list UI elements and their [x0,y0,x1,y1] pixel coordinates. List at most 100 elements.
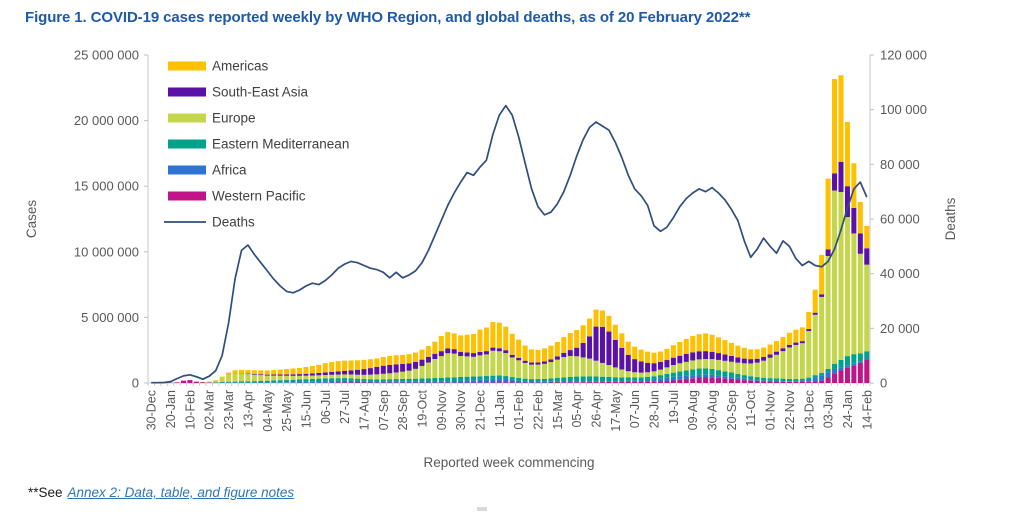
bar-segment [419,349,425,360]
bar-segment [819,375,825,381]
bar-segment [819,296,825,374]
x-tick-label: 28-Jun [648,390,662,428]
bar-segment [296,374,303,376]
bar-segment [561,381,567,383]
bar-segment [374,366,380,375]
bar-segment [458,355,464,377]
bar-segment [535,364,541,380]
bar-segment [348,360,354,371]
bar-segment [535,349,541,363]
bar-segment [561,352,567,358]
scrollbar-thumb[interactable] [477,507,487,511]
bar-segment [419,365,425,379]
bar-segment [645,362,651,373]
bar-segment [812,377,818,382]
bar-segment [380,379,386,382]
bar-segment [690,369,696,376]
footnote: **See Annex 2: Data, table, and figure no… [28,485,294,500]
x-tick-label: 05-Apr [570,390,584,428]
bar-segment [703,333,709,352]
bar-segment [857,361,863,363]
bar-segment [567,376,573,382]
bar-segment [522,360,528,363]
x-tick-label: 01-Nov [764,389,778,430]
bar-segment [445,353,451,378]
bar-segment [715,359,722,371]
x-tick-label: 22-Nov [783,389,797,430]
bar-segment [677,371,683,377]
bar-segment [774,341,780,352]
bar-segment [432,353,438,359]
bar-segment [548,378,554,382]
bar-segment [322,374,328,379]
bar-segment [690,375,696,379]
bar-segment [367,368,373,375]
bar-segment [793,381,799,383]
bar-segment [490,321,496,348]
legend-swatch [168,87,206,97]
bar-segment [348,380,354,383]
bar-segment [593,309,599,327]
bar-segment [696,359,702,369]
bar-segment [728,378,734,383]
bar-segment [367,359,373,369]
bar-segment [516,378,522,381]
bar-segment [425,346,431,357]
x-tick-label: 09-Nov [435,389,449,430]
bar-segment [329,362,335,372]
bar-segment [309,366,315,374]
bar-segment [786,344,792,348]
y-tick-label: 100 000 [880,102,927,117]
bar-segment [722,360,728,372]
legend-label: Europe [212,111,256,126]
bar-segment [200,382,206,383]
bar-segment [490,382,496,383]
bar-segment [406,354,412,364]
bar-segment [838,359,844,368]
bar-segment [864,358,870,360]
bar-segment [213,382,219,383]
bar-segment [587,318,593,337]
bar-segment [354,380,361,383]
bar-segment [425,356,431,363]
x-tick-label: 25-May [280,389,294,431]
bar-segment [477,355,483,377]
bar-segment [464,352,470,357]
bar-segment [857,353,863,362]
bar-segment [284,369,290,375]
bar-segment [354,378,361,381]
annex-link[interactable]: Annex 2: Data, table, and figure notes [67,485,295,500]
bar-segment [625,380,631,382]
x-tick-label: 15-Jun [299,390,313,428]
bar-segment [587,381,593,383]
bar-segment [593,376,599,382]
bar-segment [335,378,341,381]
legend-label: Deaths [212,215,255,230]
bar-segment [690,335,696,353]
bar-segment [670,376,676,381]
x-tick-label: 03-Jan [822,390,836,428]
bar-segment [761,357,767,361]
bar-segment [380,373,386,380]
bar-segment [303,379,309,382]
bar-segment [612,339,618,368]
bar-segment [664,360,670,368]
bar-segment [277,382,283,383]
bar-segment [309,378,315,382]
bar-segment [432,378,438,382]
bar-segment [664,348,670,361]
bar-segment [425,362,431,379]
legend-item: Eastern Mediterranean [168,137,349,152]
bar-segment [819,373,825,376]
bar-segment [387,373,393,380]
bar-segment [748,359,754,364]
bar-segment [529,349,535,363]
legend-item: Africa [168,163,247,178]
bar-segment [226,372,232,375]
y-tick-label: 20 000 [880,321,920,336]
bar-segment [774,354,780,379]
bar-segment [683,379,689,383]
bar-segment [670,357,676,366]
bar-segment [670,380,676,383]
bar-segment [619,381,625,383]
